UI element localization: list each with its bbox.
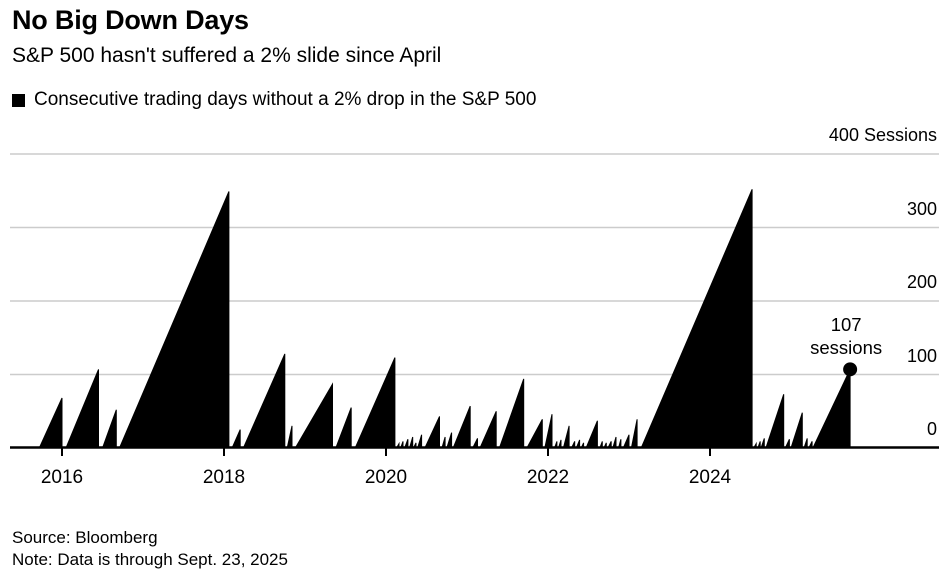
current-value-annotation: 107 sessions bbox=[771, 313, 921, 359]
source-text: Source: Bloomberg bbox=[12, 528, 158, 547]
current-value-dot bbox=[843, 362, 858, 377]
y-axis-label: 100 bbox=[906, 345, 937, 366]
x-axis-label: 2020 bbox=[364, 467, 408, 488]
legend: Consecutive trading days without a 2% dr… bbox=[12, 89, 536, 111]
annotation-unit: sessions bbox=[810, 337, 883, 359]
y-axis-label: 200 bbox=[906, 272, 937, 292]
legend-label: Consecutive trading days without a 2% dr… bbox=[34, 89, 537, 110]
annotation-value: 107 bbox=[830, 314, 862, 336]
x-axis-label: 2022 bbox=[526, 467, 570, 488]
chart-title: No Big Down Days bbox=[12, 5, 249, 35]
legend-swatch-icon bbox=[12, 93, 25, 107]
x-axis-label: 2016 bbox=[40, 467, 84, 488]
note-text: Note: Data is through Sept. 23, 2025 bbox=[12, 550, 288, 569]
chart-subtitle: S&P 500 hasn't suffered a 2% slide since… bbox=[12, 44, 442, 67]
y-axis-label: 300 bbox=[906, 198, 937, 219]
y-axis-label: 400 Sessions bbox=[828, 125, 937, 145]
x-axis-label: 2024 bbox=[688, 467, 732, 488]
x-axis-label: 2018 bbox=[202, 467, 246, 488]
y-axis-label: 0 bbox=[926, 419, 937, 439]
